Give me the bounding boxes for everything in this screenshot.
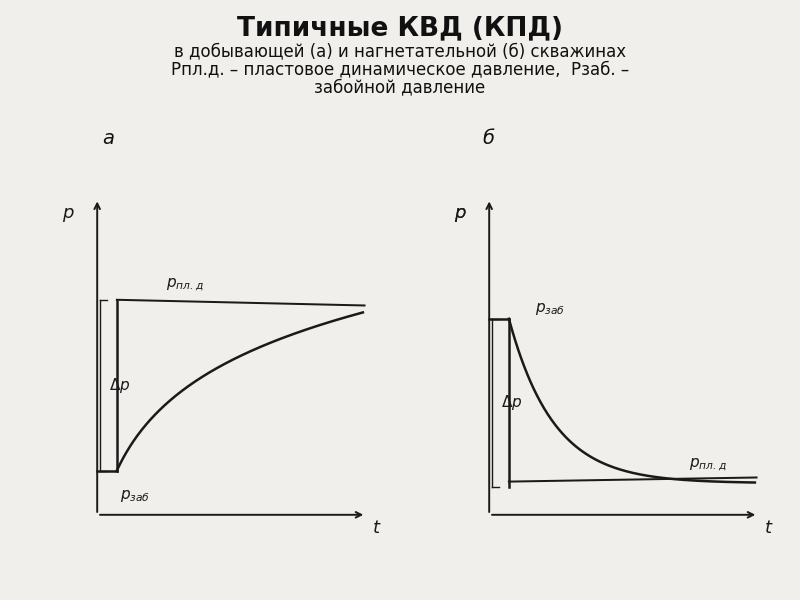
Text: t: t <box>765 520 772 538</box>
Text: $р_{\mathregular{заб}}$: $р_{\mathregular{заб}}$ <box>120 488 150 504</box>
Text: Рпл.д. – пластовое динамическое давление,  Рзаб. –: Рпл.д. – пластовое динамическое давление… <box>171 60 629 78</box>
Text: $р_{\mathregular{заб}}$: $р_{\mathregular{заб}}$ <box>535 301 566 317</box>
Text: в добывающей (а) и нагнетательной (б) скважинах: в добывающей (а) и нагнетательной (б) ск… <box>174 42 626 60</box>
Text: $р_{\mathregular{пл. д}}$: $р_{\mathregular{пл. д}}$ <box>166 276 204 293</box>
Text: р: р <box>454 205 466 223</box>
Text: р: р <box>62 205 74 223</box>
Text: $\Delta p$: $\Delta p$ <box>501 393 522 412</box>
Text: р: р <box>454 205 466 223</box>
Text: а: а <box>102 129 114 148</box>
Text: $р_{\mathregular{пл. д}}$: $р_{\mathregular{пл. д}}$ <box>690 457 727 473</box>
Text: t: t <box>373 520 380 538</box>
Text: Типичные КВД (КПД): Типичные КВД (КПД) <box>237 15 563 41</box>
Text: б: б <box>482 129 494 148</box>
Text: забойной давление: забойной давление <box>314 78 486 96</box>
Text: $\Delta p$: $\Delta p$ <box>109 376 130 395</box>
